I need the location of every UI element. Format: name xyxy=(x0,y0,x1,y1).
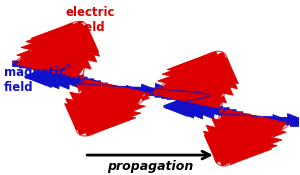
FancyArrow shape xyxy=(26,29,70,70)
FancyArrow shape xyxy=(173,52,228,102)
FancyArrow shape xyxy=(155,85,207,103)
Text: magnetic
field: magnetic field xyxy=(4,66,65,94)
FancyArrow shape xyxy=(175,94,200,103)
FancyArrow shape xyxy=(181,102,230,119)
FancyArrow shape xyxy=(66,77,101,89)
FancyArrow shape xyxy=(277,113,300,128)
FancyArrow shape xyxy=(75,85,130,136)
Text: electric
field: electric field xyxy=(65,6,115,34)
FancyArrow shape xyxy=(165,99,216,117)
FancyArrow shape xyxy=(206,111,242,143)
FancyArrow shape xyxy=(20,57,70,74)
FancyArrow shape xyxy=(168,91,206,104)
FancyArrow shape xyxy=(39,70,53,75)
FancyArrow shape xyxy=(203,112,250,155)
FancyArrow shape xyxy=(167,99,202,111)
FancyArrow shape xyxy=(68,84,123,135)
FancyArrow shape xyxy=(209,114,266,166)
FancyArrow shape xyxy=(148,84,200,102)
FancyArrow shape xyxy=(86,87,136,132)
FancyArrow shape xyxy=(269,121,286,137)
FancyArrow shape xyxy=(196,105,236,119)
FancyArrow shape xyxy=(32,69,60,79)
FancyArrow shape xyxy=(121,91,146,113)
FancyArrow shape xyxy=(250,120,282,149)
FancyArrow shape xyxy=(182,99,192,102)
FancyArrow shape xyxy=(52,32,100,76)
FancyArrow shape xyxy=(183,101,189,103)
FancyArrow shape xyxy=(38,22,94,73)
Text: propagation: propagation xyxy=(107,160,193,173)
FancyArrow shape xyxy=(102,89,141,124)
FancyArrow shape xyxy=(141,83,188,100)
FancyArrow shape xyxy=(204,81,233,107)
FancyArrow shape xyxy=(180,52,236,103)
FancyArrow shape xyxy=(66,81,107,120)
FancyArrow shape xyxy=(187,58,238,105)
FancyArrow shape xyxy=(204,113,259,163)
FancyArrow shape xyxy=(214,108,243,118)
FancyArrow shape xyxy=(196,68,237,106)
FancyArrow shape xyxy=(162,63,201,99)
FancyArrow shape xyxy=(290,114,300,133)
FancyArrow shape xyxy=(80,75,84,79)
FancyArrow shape xyxy=(21,38,53,68)
FancyArrow shape xyxy=(70,80,99,107)
FancyArrow shape xyxy=(33,63,65,74)
FancyArrow shape xyxy=(13,55,65,73)
FancyArrow shape xyxy=(61,44,97,77)
FancyArrow shape xyxy=(26,59,69,74)
FancyArrow shape xyxy=(164,98,209,114)
FancyArrow shape xyxy=(236,112,250,117)
FancyArrow shape xyxy=(86,80,107,88)
FancyArrow shape xyxy=(141,93,149,100)
FancyArrow shape xyxy=(25,68,74,85)
FancyArrow shape xyxy=(76,79,89,91)
FancyArrow shape xyxy=(135,83,172,97)
FancyArrow shape xyxy=(232,118,277,159)
FancyArrow shape xyxy=(162,88,209,104)
FancyArrow shape xyxy=(170,100,223,118)
FancyArrow shape xyxy=(49,73,94,89)
FancyArrow shape xyxy=(70,58,91,78)
FancyArrow shape xyxy=(212,110,233,129)
FancyArrow shape xyxy=(167,55,217,100)
FancyArrow shape xyxy=(214,96,226,108)
FancyArrow shape xyxy=(158,74,182,97)
FancyArrow shape xyxy=(26,68,67,83)
FancyArrow shape xyxy=(40,66,58,73)
FancyArrow shape xyxy=(31,23,84,71)
FancyArrow shape xyxy=(284,113,300,131)
FancyArrow shape xyxy=(219,109,223,113)
FancyArrow shape xyxy=(17,50,34,66)
FancyArrow shape xyxy=(174,99,196,107)
FancyArrow shape xyxy=(270,114,300,125)
FancyArrow shape xyxy=(44,25,99,74)
FancyArrow shape xyxy=(128,84,153,93)
FancyArrow shape xyxy=(121,85,131,89)
FancyArrow shape xyxy=(263,115,281,121)
FancyArrow shape xyxy=(154,87,162,95)
FancyArrow shape xyxy=(28,69,80,88)
FancyArrow shape xyxy=(36,71,87,89)
FancyArrow shape xyxy=(108,85,114,87)
FancyArrow shape xyxy=(64,82,116,129)
FancyArrow shape xyxy=(219,116,272,164)
